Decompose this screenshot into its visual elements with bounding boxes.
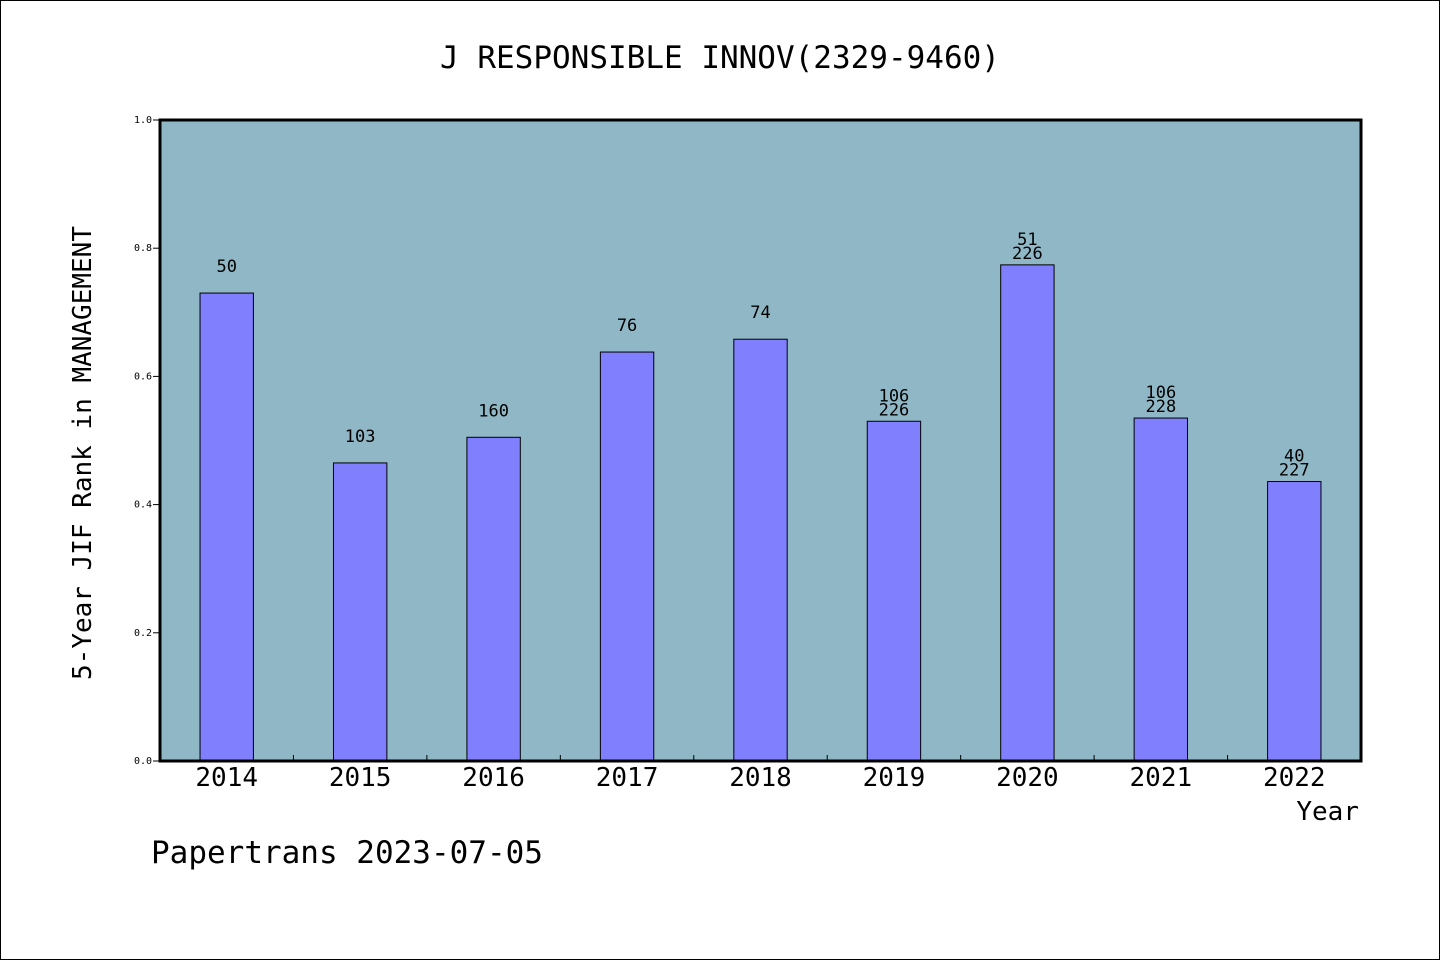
y-tick-label-0.6: 0.6 [134, 371, 152, 382]
bar-label-2020-1: 51 [1017, 230, 1037, 250]
chart-title: J RESPONSIBLE INNOV(2329-9460) [440, 40, 1000, 76]
plot-frame [158, 118, 1363, 763]
bar-2022 [1267, 481, 1322, 762]
y-tick-label-0.0: 0.0 [134, 756, 152, 767]
x-axis-title: Year [1296, 797, 1359, 827]
bar-label-2015-1: 103 [345, 427, 376, 447]
bar-2018 [733, 338, 788, 762]
footer-watermark: Papertrans 2023-07-05 [151, 835, 543, 871]
bar-label-2016-1: 160 [478, 401, 509, 421]
bar-label-2020-2: 226 [1012, 244, 1043, 264]
bar-2015 [332, 462, 388, 762]
bar-2014 [199, 292, 254, 762]
bar-label-2019-2: 226 [879, 400, 910, 420]
bar-2016 [466, 436, 521, 762]
bar-label-2021-2: 228 [1145, 397, 1176, 417]
bar-2021 [1133, 417, 1189, 762]
bar-2019 [866, 420, 922, 762]
x-tick-label-2014: 2014 [195, 763, 258, 793]
y-tick-label-0.4: 0.4 [134, 500, 152, 511]
x-tick-label-2016: 2016 [462, 763, 525, 793]
bar-label-2018-1: 74 [750, 303, 770, 323]
x-tick-label-2022: 2022 [1263, 763, 1326, 793]
x-tick-label-2015: 2015 [329, 763, 392, 793]
bar-label-2019-1: 106 [879, 386, 910, 406]
bar-label-2022-2: 227 [1279, 461, 1310, 481]
bars-group [199, 264, 1322, 762]
y-tick-label-1.0: 1.0 [134, 115, 152, 126]
x-tick-label-2019: 2019 [863, 763, 926, 793]
bar-label-2017-1: 76 [617, 316, 637, 336]
x-tick-label-2018: 2018 [729, 763, 792, 793]
y-axis-title: 5-Year JIF Rank in MANAGEMENT [68, 226, 98, 680]
bar-label-2022-1: 40 [1284, 447, 1304, 467]
x-tick-label-2020: 2020 [996, 763, 1059, 793]
y-axis: 0.0 0.2 0.4 0.6 0.8 1.0 [134, 115, 160, 767]
bar-2017 [599, 351, 655, 762]
y-tick-label-0.2: 0.2 [134, 628, 152, 639]
bar-label-2021-1: 106 [1145, 383, 1176, 403]
y-tick-label-0.8: 0.8 [134, 243, 152, 254]
bar-label-2014-1: 50 [216, 257, 236, 277]
x-tick-label-2017: 2017 [596, 763, 659, 793]
x-tick-label-2021: 2021 [1130, 763, 1193, 793]
bar-2020 [1000, 264, 1055, 762]
x-axis: 2014 2015 2016 2017 2018 2019 2020 2021 2022 [195, 755, 1326, 793]
